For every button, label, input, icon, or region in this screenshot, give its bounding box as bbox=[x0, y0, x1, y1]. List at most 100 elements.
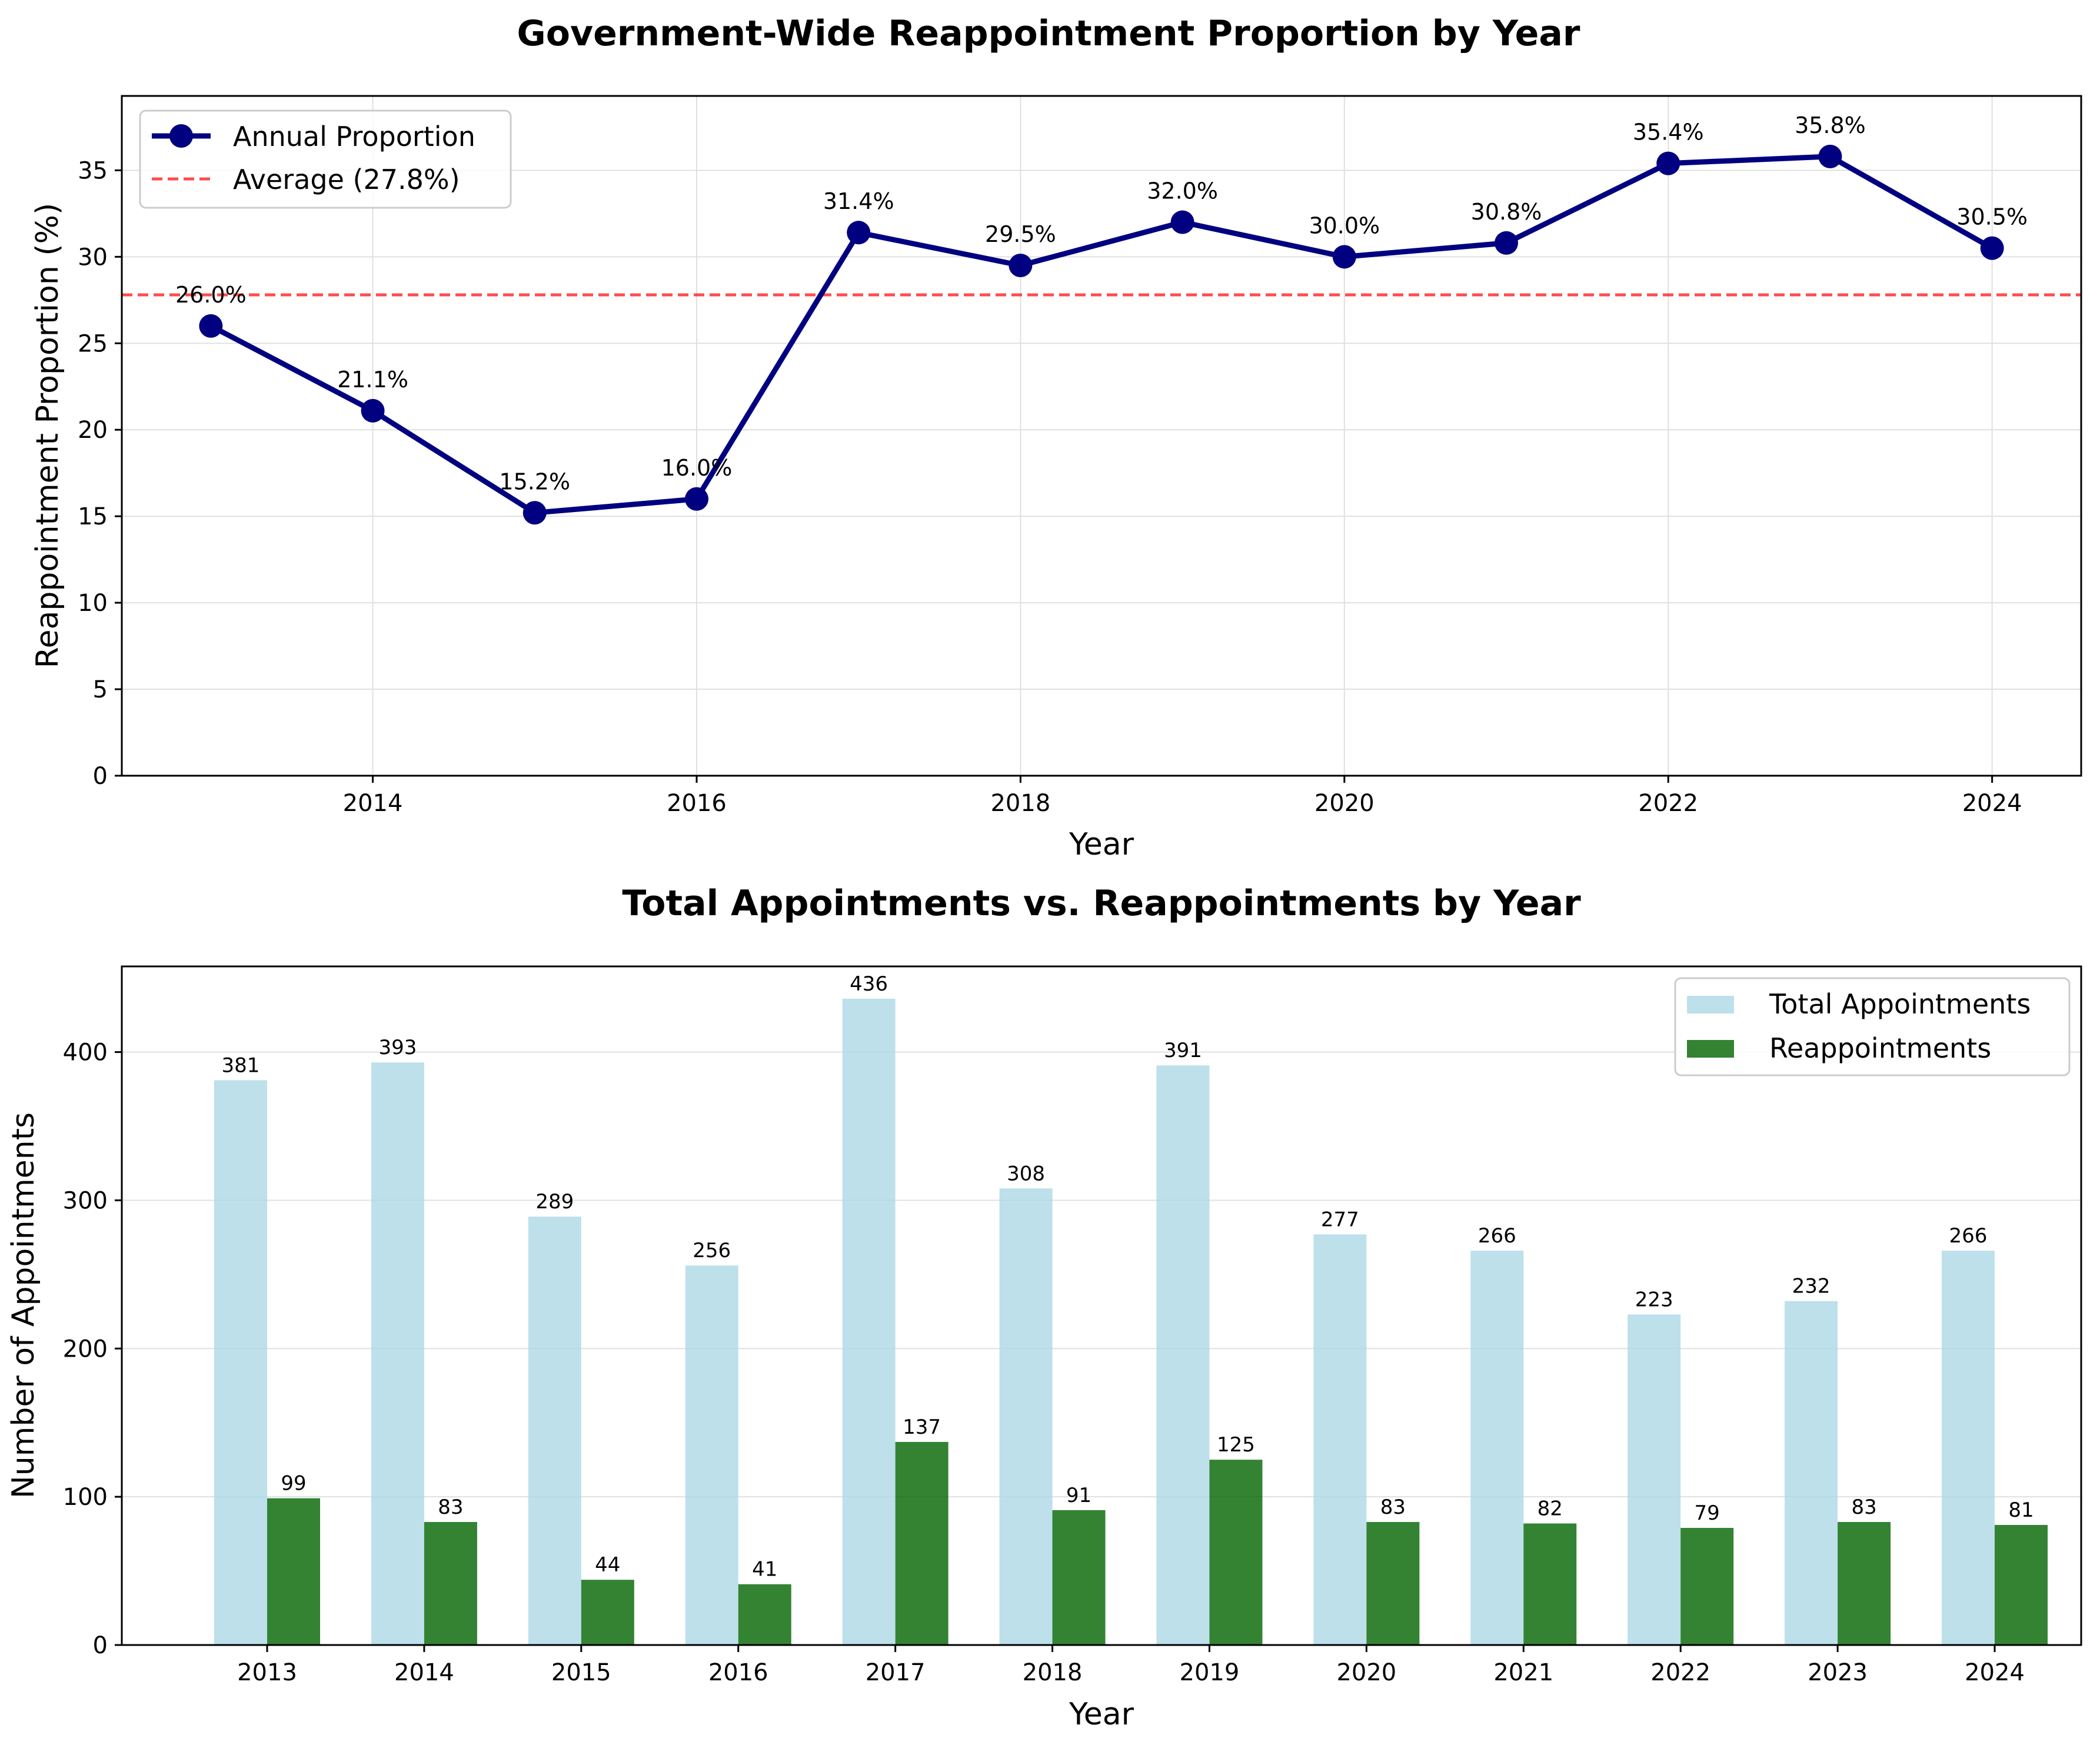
legend-average-label: Average (27.8%) bbox=[233, 164, 460, 195]
reappointments-label: 83 bbox=[1380, 1496, 1406, 1519]
line-chart-x-tick-label: 2018 bbox=[990, 790, 1050, 817]
reappointments-bar bbox=[1680, 1528, 1734, 1645]
annual-proportion-point bbox=[361, 398, 385, 423]
line-chart-y-tick-label: 35 bbox=[78, 157, 108, 184]
line-chart-ticks: 2014 2016 2018 2020 2022 2024 0 5 10 15 20 25 30 35 bbox=[78, 157, 2022, 817]
bar-chart-y-axis-label: Number of Appointments bbox=[6, 1112, 41, 1498]
proportion-data-label: 29.5% bbox=[985, 221, 1056, 247]
reappointments-bar bbox=[1838, 1521, 1891, 1645]
total-appointments-bar bbox=[1470, 1251, 1524, 1645]
reappointments-bar bbox=[895, 1441, 949, 1645]
legend-reappointments-label: Reappointments bbox=[1769, 1032, 1991, 1064]
annual-proportion-point bbox=[199, 314, 223, 338]
total-appointments-bar bbox=[371, 1062, 424, 1645]
line-chart-y-tick-label: 25 bbox=[78, 330, 108, 357]
total-appointments-label: 391 bbox=[1164, 1039, 1202, 1062]
total-appointments-bar bbox=[842, 998, 896, 1645]
total-appointments-label: 266 bbox=[1478, 1224, 1516, 1248]
bar-data-labels: 381 99 393 83 289 44 256 41 436 137 308 91 391 125 277… bbox=[222, 972, 2034, 1581]
total-appointments-bar bbox=[528, 1217, 581, 1645]
annual-proportion-point bbox=[1980, 236, 2004, 260]
bar-chart-x-tick-label: 2019 bbox=[1180, 1659, 1240, 1686]
bar-chart-x-tick-label: 2015 bbox=[551, 1659, 611, 1686]
bar-chart-x-tick-label: 2023 bbox=[1808, 1659, 1868, 1686]
reappointments-bar bbox=[1052, 1510, 1106, 1645]
reappointments-bar bbox=[1209, 1460, 1263, 1645]
line-chart-x-tick-label: 2020 bbox=[1314, 790, 1375, 817]
bar-chart-x-tick-label: 2018 bbox=[1023, 1659, 1083, 1686]
reappointments-label: 44 bbox=[595, 1553, 620, 1577]
line-chart-y-tick-label: 10 bbox=[78, 590, 108, 617]
bar-chart-x-tick-label: 2022 bbox=[1650, 1659, 1710, 1686]
annual-proportion-point bbox=[522, 501, 547, 525]
total-appointments-bar bbox=[1942, 1251, 1995, 1645]
line-chart-y-tick-label: 15 bbox=[78, 503, 108, 530]
line-chart-legend-box bbox=[139, 109, 512, 209]
legend-annual-proportion-marker bbox=[169, 124, 193, 148]
bar-chart-x-axis-label: Year bbox=[1069, 1697, 1134, 1732]
reappointments-label: 99 bbox=[281, 1472, 306, 1496]
proportion-data-label: 35.8% bbox=[1795, 112, 1866, 138]
reappointments-bar bbox=[1995, 1524, 2048, 1645]
proportion-data-label: 30.5% bbox=[1956, 204, 2028, 230]
reappointments-label: 81 bbox=[2008, 1498, 2034, 1522]
reappointments-bar bbox=[424, 1521, 477, 1645]
reappointments-label: 125 bbox=[1217, 1433, 1255, 1457]
bar-chart-y-tick-label: 0 bbox=[93, 1632, 108, 1659]
total-appointments-label: 266 bbox=[1949, 1224, 1988, 1248]
line-data-labels: 26.0% 21.1% 15.2% 16.0% 31.4% 29.5% 32.0% 30.0%… bbox=[175, 112, 2028, 494]
reappointments-bar bbox=[267, 1498, 320, 1645]
bar-chart-x-tick-label: 2016 bbox=[708, 1659, 768, 1686]
proportion-data-label: 21.1% bbox=[337, 367, 408, 393]
reappointments-bar bbox=[581, 1580, 634, 1645]
total-appointments-bar bbox=[1156, 1065, 1210, 1645]
annual-proportion-point bbox=[847, 221, 871, 245]
total-appointments-bar bbox=[1785, 1301, 1838, 1645]
bar-chart-y-tick-label: 200 bbox=[63, 1335, 108, 1362]
line-chart-y-tick-label: 20 bbox=[78, 417, 108, 444]
legend-total-appointments-label: Total Appointments bbox=[1769, 988, 2031, 1020]
line-chart-x-axis-label: Year bbox=[1069, 827, 1134, 862]
line-chart-y-tick-label: 5 bbox=[93, 676, 108, 703]
proportion-data-label: 26.0% bbox=[175, 282, 247, 308]
bar-chart-ticks: 0 100 200 300 400 2013 2014 2015 2016 2017 2018 201… bbox=[63, 1039, 2025, 1686]
reappointments-label: 83 bbox=[438, 1496, 463, 1519]
bar-chart-y-tick-label: 400 bbox=[63, 1039, 108, 1066]
line-series-layer bbox=[199, 144, 2004, 525]
proportion-data-label: 35.4% bbox=[1633, 119, 1704, 145]
reappointments-label: 91 bbox=[1066, 1484, 1091, 1507]
line-chart-plot-frame bbox=[121, 95, 2082, 777]
annual-proportion-point bbox=[1656, 151, 1680, 175]
total-appointments-label: 223 bbox=[1635, 1288, 1673, 1311]
annual-proportion-point bbox=[1009, 254, 1033, 278]
line-chart-y-tick-label: 30 bbox=[78, 244, 108, 271]
line-chart-x-tick-label: 2014 bbox=[343, 790, 403, 817]
total-appointments-label: 393 bbox=[378, 1036, 417, 1059]
line-chart-legend: Annual Proportion Average (27.8%) bbox=[139, 109, 512, 209]
reappointments-label: 137 bbox=[903, 1415, 941, 1439]
annual-proportion-point bbox=[1495, 231, 1519, 255]
reappointments-label: 79 bbox=[1695, 1501, 1720, 1525]
bar-chart-plot-frame bbox=[121, 965, 2082, 1646]
total-appointments-label: 256 bbox=[693, 1239, 731, 1262]
proportion-data-label: 16.0% bbox=[661, 455, 733, 481]
bar-chart-x-tick-label: 2014 bbox=[394, 1659, 454, 1686]
reappointments-bar bbox=[1366, 1521, 1420, 1645]
proportion-data-label: 31.4% bbox=[823, 188, 894, 214]
reappointments-label: 82 bbox=[1537, 1497, 1563, 1520]
line-chart-x-tick-label: 2016 bbox=[667, 790, 727, 817]
proportion-data-label: 32.0% bbox=[1147, 178, 1218, 204]
annual-proportion-point bbox=[1170, 210, 1194, 234]
reappointments-label: 41 bbox=[752, 1558, 777, 1581]
bar-series-layer bbox=[214, 998, 2048, 1645]
bar-chart-legend: Total Appointments Reappointments bbox=[1674, 977, 2071, 1076]
annual-proportion-point bbox=[1818, 144, 1842, 168]
bar-chart-x-tick-label: 2020 bbox=[1336, 1659, 1396, 1686]
total-appointments-label: 277 bbox=[1321, 1208, 1359, 1231]
total-appointments-label: 232 bbox=[1792, 1275, 1831, 1298]
legend-annual-proportion-label: Annual Proportion bbox=[233, 121, 475, 152]
total-appointments-bar bbox=[685, 1265, 738, 1645]
appointments-bar-chart: Total Appointments vs. Reappointments by… bbox=[6, 883, 2082, 1732]
legend-reappointments-swatch bbox=[1687, 1040, 1734, 1058]
total-appointments-label: 436 bbox=[850, 972, 888, 996]
